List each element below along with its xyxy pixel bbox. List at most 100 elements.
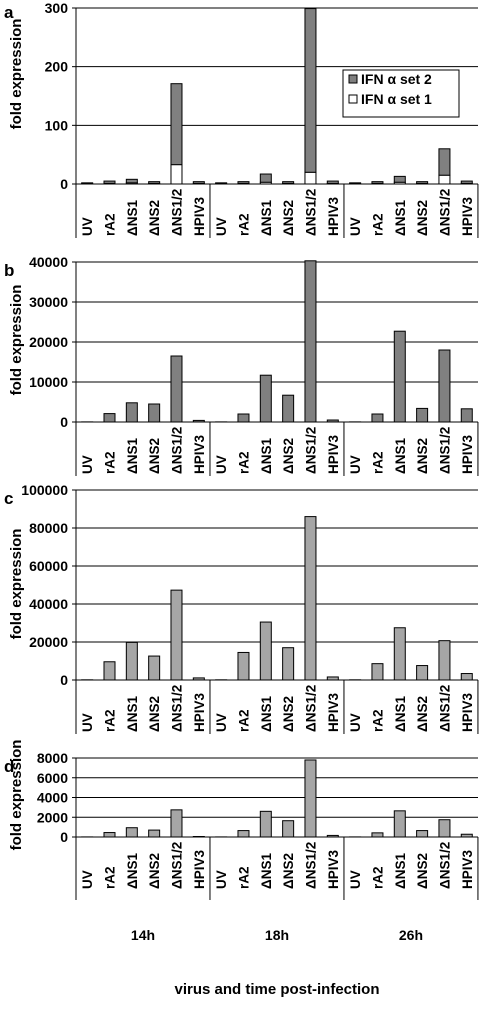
group-label: 18h	[265, 927, 289, 943]
category-label: ΔNS1/2	[437, 427, 452, 474]
category-label: ΔNS1	[393, 438, 408, 474]
bar-segment	[81, 182, 94, 185]
group-label: 26h	[399, 927, 423, 943]
category-label: UV	[80, 870, 95, 889]
bar	[237, 651, 250, 681]
category-label: ΔNS2	[281, 853, 296, 889]
bar	[416, 830, 429, 838]
bar-segment	[438, 174, 451, 185]
category-label: UV	[80, 713, 95, 732]
bar-segment	[282, 181, 295, 184]
bar	[326, 419, 339, 423]
bar	[393, 627, 406, 681]
category-label: ΔNS1	[125, 853, 140, 889]
bar-segment	[416, 181, 429, 184]
category-label: rA2	[102, 866, 117, 889]
bar	[326, 676, 339, 681]
bar-segment	[148, 181, 161, 184]
bar	[371, 413, 384, 423]
bar-segment	[349, 182, 362, 185]
bar-segment	[125, 178, 138, 184]
category-label: rA2	[236, 213, 251, 236]
bar-segment	[259, 173, 272, 183]
y-tick-label: 80000	[29, 520, 68, 536]
panel-label-c: c	[4, 489, 13, 508]
bar	[237, 830, 250, 838]
category-label: HPIV3	[460, 196, 475, 236]
bar	[371, 663, 384, 681]
y-tick-label: 20000	[29, 634, 68, 650]
category-label: HPIV3	[326, 196, 341, 236]
bar	[416, 665, 429, 681]
bar	[282, 394, 295, 423]
y-tick-label: 0	[60, 176, 68, 192]
group-label: 14h	[131, 927, 155, 943]
legend-label: IFN α set 2	[361, 71, 432, 87]
category-label: UV	[348, 713, 363, 732]
bar	[438, 819, 451, 838]
panel-label-b: b	[4, 261, 14, 280]
category-label: UV	[348, 217, 363, 236]
legend-box	[342, 69, 460, 118]
category-label: ΔNS2	[147, 200, 162, 236]
category-label: ΔNS1	[259, 853, 274, 889]
category-label: ΔNS2	[281, 200, 296, 236]
category-label: ΔNS2	[147, 696, 162, 732]
bar	[192, 419, 205, 423]
category-label: ΔNS1	[259, 200, 274, 236]
bar	[170, 355, 183, 423]
bar	[259, 374, 272, 423]
y-tick-label: 8000	[37, 750, 68, 766]
bar-segment	[103, 180, 116, 184]
bar	[237, 413, 250, 423]
category-label: UV	[80, 217, 95, 236]
category-label: UV	[214, 217, 229, 236]
y-axis-label: fold expression	[8, 740, 25, 851]
category-label: ΔNS1/2	[169, 427, 184, 474]
category-label: ΔNS1/2	[437, 685, 452, 732]
bar-segment	[170, 164, 183, 185]
category-label: HPIV3	[192, 692, 207, 732]
category-label: ΔNS1/2	[303, 189, 318, 236]
bar	[192, 677, 205, 681]
legend-swatch	[348, 74, 358, 84]
category-label: ΔNS1	[125, 696, 140, 732]
y-tick-label: 40000	[29, 254, 68, 270]
bar-segment	[393, 175, 406, 183]
y-tick-label: 10000	[29, 374, 68, 390]
bar	[304, 516, 317, 681]
category-label: rA2	[370, 709, 385, 732]
y-tick-label: 0	[60, 672, 68, 688]
bar	[148, 829, 161, 838]
category-label: ΔNS1/2	[169, 189, 184, 236]
category-label: ΔNS2	[415, 696, 430, 732]
category-label: ΔNS1/2	[169, 685, 184, 732]
category-label: rA2	[236, 709, 251, 732]
y-tick-label: 2000	[37, 809, 68, 825]
y-tick-label: 0	[60, 414, 68, 430]
category-label: ΔNS2	[281, 438, 296, 474]
category-label: rA2	[102, 213, 117, 236]
bar-segment	[304, 8, 317, 173]
category-label: rA2	[370, 213, 385, 236]
y-tick-label: 30000	[29, 294, 68, 310]
category-label: UV	[348, 455, 363, 474]
y-tick-label: 100000	[21, 482, 68, 498]
bar	[125, 402, 138, 423]
bar	[282, 647, 295, 681]
legend-label: IFN α set 1	[361, 91, 432, 107]
y-axis-label: fold expression	[8, 19, 25, 130]
bar	[438, 349, 451, 423]
bar	[438, 640, 451, 681]
category-label: HPIV3	[326, 849, 341, 889]
category-label: HPIV3	[192, 434, 207, 474]
category-label: ΔNS1	[259, 696, 274, 732]
bar	[103, 661, 116, 681]
category-label: UV	[80, 455, 95, 474]
bar	[259, 621, 272, 681]
bar	[259, 810, 272, 838]
bar	[393, 330, 406, 423]
bar	[170, 809, 183, 838]
y-tick-label: 40000	[29, 596, 68, 612]
category-label: HPIV3	[460, 692, 475, 732]
